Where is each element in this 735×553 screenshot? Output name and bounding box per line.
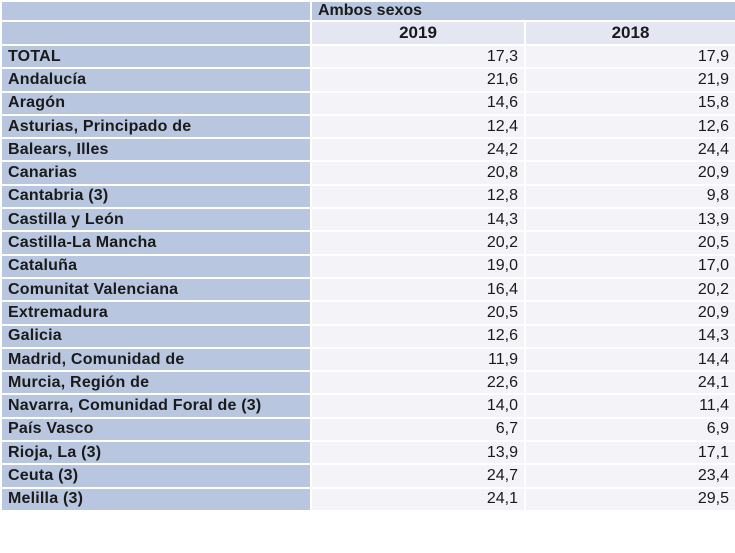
table-row: Cataluña 19,0 17,0 [0, 253, 735, 279]
value-2019: 24,7 [310, 463, 526, 489]
value-2019: 22,6 [310, 370, 526, 396]
row-label: Cantabria (3) [0, 183, 312, 210]
value-2019: 24,2 [310, 137, 526, 163]
row-label: Castilla y León [0, 207, 312, 233]
group-header-row: Ambos sexos [0, 0, 735, 22]
value-2018: 12,6 [523, 113, 735, 140]
value-2018: 9,8 [523, 183, 735, 210]
year-header-row: 2019 2018 [0, 20, 735, 46]
value-2019: 11,9 [310, 346, 526, 373]
row-label: Comunitat Valenciana [0, 276, 312, 303]
table-row: Asturias, Principado de 12,4 12,6 [0, 113, 735, 140]
row-label: Balears, Illes [0, 137, 312, 163]
value-2018: 17,9 [523, 43, 735, 70]
value-2019: 14,0 [310, 393, 526, 419]
value-2019: 19,0 [310, 253, 526, 279]
value-2018: 23,4 [523, 463, 735, 489]
value-2018: 21,9 [523, 67, 735, 93]
table-row: Canarias 20,8 20,9 [0, 160, 735, 186]
data-table: Ambos sexos 2019 2018 TOTAL 17,3 17,9 Andal… [0, 0, 735, 512]
table-row: Ceuta (3) 24,7 23,4 [0, 463, 735, 489]
value-2018: 11,4 [523, 393, 735, 419]
table-row: TOTAL 17,3 17,9 [0, 43, 735, 70]
table-row: Cantabria (3) 12,8 9,8 [0, 183, 735, 210]
row-label: Canarias [0, 160, 312, 186]
value-2019: 14,6 [310, 90, 526, 116]
value-2018: 17,0 [523, 253, 735, 279]
row-label: Galicia [0, 323, 312, 349]
row-label: Rioja, La (3) [0, 440, 312, 466]
value-2019: 6,7 [310, 416, 526, 443]
row-label: Murcia, Región de [0, 370, 312, 396]
row-label: Madrid, Comunidad de [0, 346, 312, 373]
value-2019: 14,3 [310, 207, 526, 233]
year-header-2019: 2019 [310, 20, 526, 46]
row-label: Ceuta (3) [0, 463, 312, 489]
table-row: Comunitat Valenciana 16,4 20,2 [0, 276, 735, 303]
value-2018: 24,4 [523, 137, 735, 163]
row-label: Navarra, Comunidad Foral de (3) [0, 393, 312, 419]
table-row: Navarra, Comunidad Foral de (3) 14,0 11,4 [0, 393, 735, 419]
value-2018: 6,9 [523, 416, 735, 443]
value-2018: 20,2 [523, 276, 735, 303]
value-2019: 13,9 [310, 440, 526, 466]
value-2018: 13,9 [523, 207, 735, 233]
table-row: Rioja, La (3) 13,9 17,1 [0, 440, 735, 466]
row-label: Cataluña [0, 253, 312, 279]
value-2019: 12,4 [310, 113, 526, 140]
value-2019: 12,8 [310, 183, 526, 210]
value-2018: 14,3 [523, 323, 735, 349]
value-2018: 20,9 [523, 160, 735, 186]
row-label: Asturias, Principado de [0, 113, 312, 140]
table-row: Balears, Illes 24,2 24,4 [0, 137, 735, 163]
table-row: Galicia 12,6 14,3 [0, 323, 735, 349]
corner-cell [0, 20, 312, 46]
value-2019: 24,1 [310, 486, 526, 512]
table-row: Andalucía 21,6 21,9 [0, 67, 735, 93]
value-2018: 24,1 [523, 370, 735, 396]
value-2019: 20,5 [310, 300, 526, 326]
value-2019: 21,6 [310, 67, 526, 93]
corner-cell [0, 0, 312, 22]
value-2019: 20,2 [310, 230, 526, 256]
value-2019: 20,8 [310, 160, 526, 186]
value-2019: 16,4 [310, 276, 526, 303]
row-label: Melilla (3) [0, 486, 312, 512]
table-row: Aragón 14,6 15,8 [0, 90, 735, 116]
table-row: País Vasco 6,7 6,9 [0, 416, 735, 443]
table-row: Castilla y León 14,3 13,9 [0, 207, 735, 233]
value-2018: 20,9 [523, 300, 735, 326]
table-row: Extremadura 20,5 20,9 [0, 300, 735, 326]
value-2018: 20,5 [523, 230, 735, 256]
value-2019: 17,3 [310, 43, 526, 70]
table-row: Castilla-La Mancha 20,2 20,5 [0, 230, 735, 256]
row-label: Castilla-La Mancha [0, 230, 312, 256]
row-label: TOTAL [0, 43, 312, 70]
value-2018: 14,4 [523, 346, 735, 373]
value-2018: 15,8 [523, 90, 735, 116]
value-2019: 12,6 [310, 323, 526, 349]
table-row: Murcia, Región de 22,6 24,1 [0, 370, 735, 396]
row-label: Andalucía [0, 67, 312, 93]
year-header-2018: 2018 [523, 20, 735, 46]
value-2018: 29,5 [523, 486, 735, 512]
row-label: Extremadura [0, 300, 312, 326]
table-row: Madrid, Comunidad de 11,9 14,4 [0, 346, 735, 373]
group-header: Ambos sexos [309, 0, 735, 22]
row-label: Aragón [0, 90, 312, 116]
row-label: País Vasco [0, 416, 312, 443]
table-row: Melilla (3) 24,1 29,5 [0, 486, 735, 512]
value-2018: 17,1 [523, 440, 735, 466]
